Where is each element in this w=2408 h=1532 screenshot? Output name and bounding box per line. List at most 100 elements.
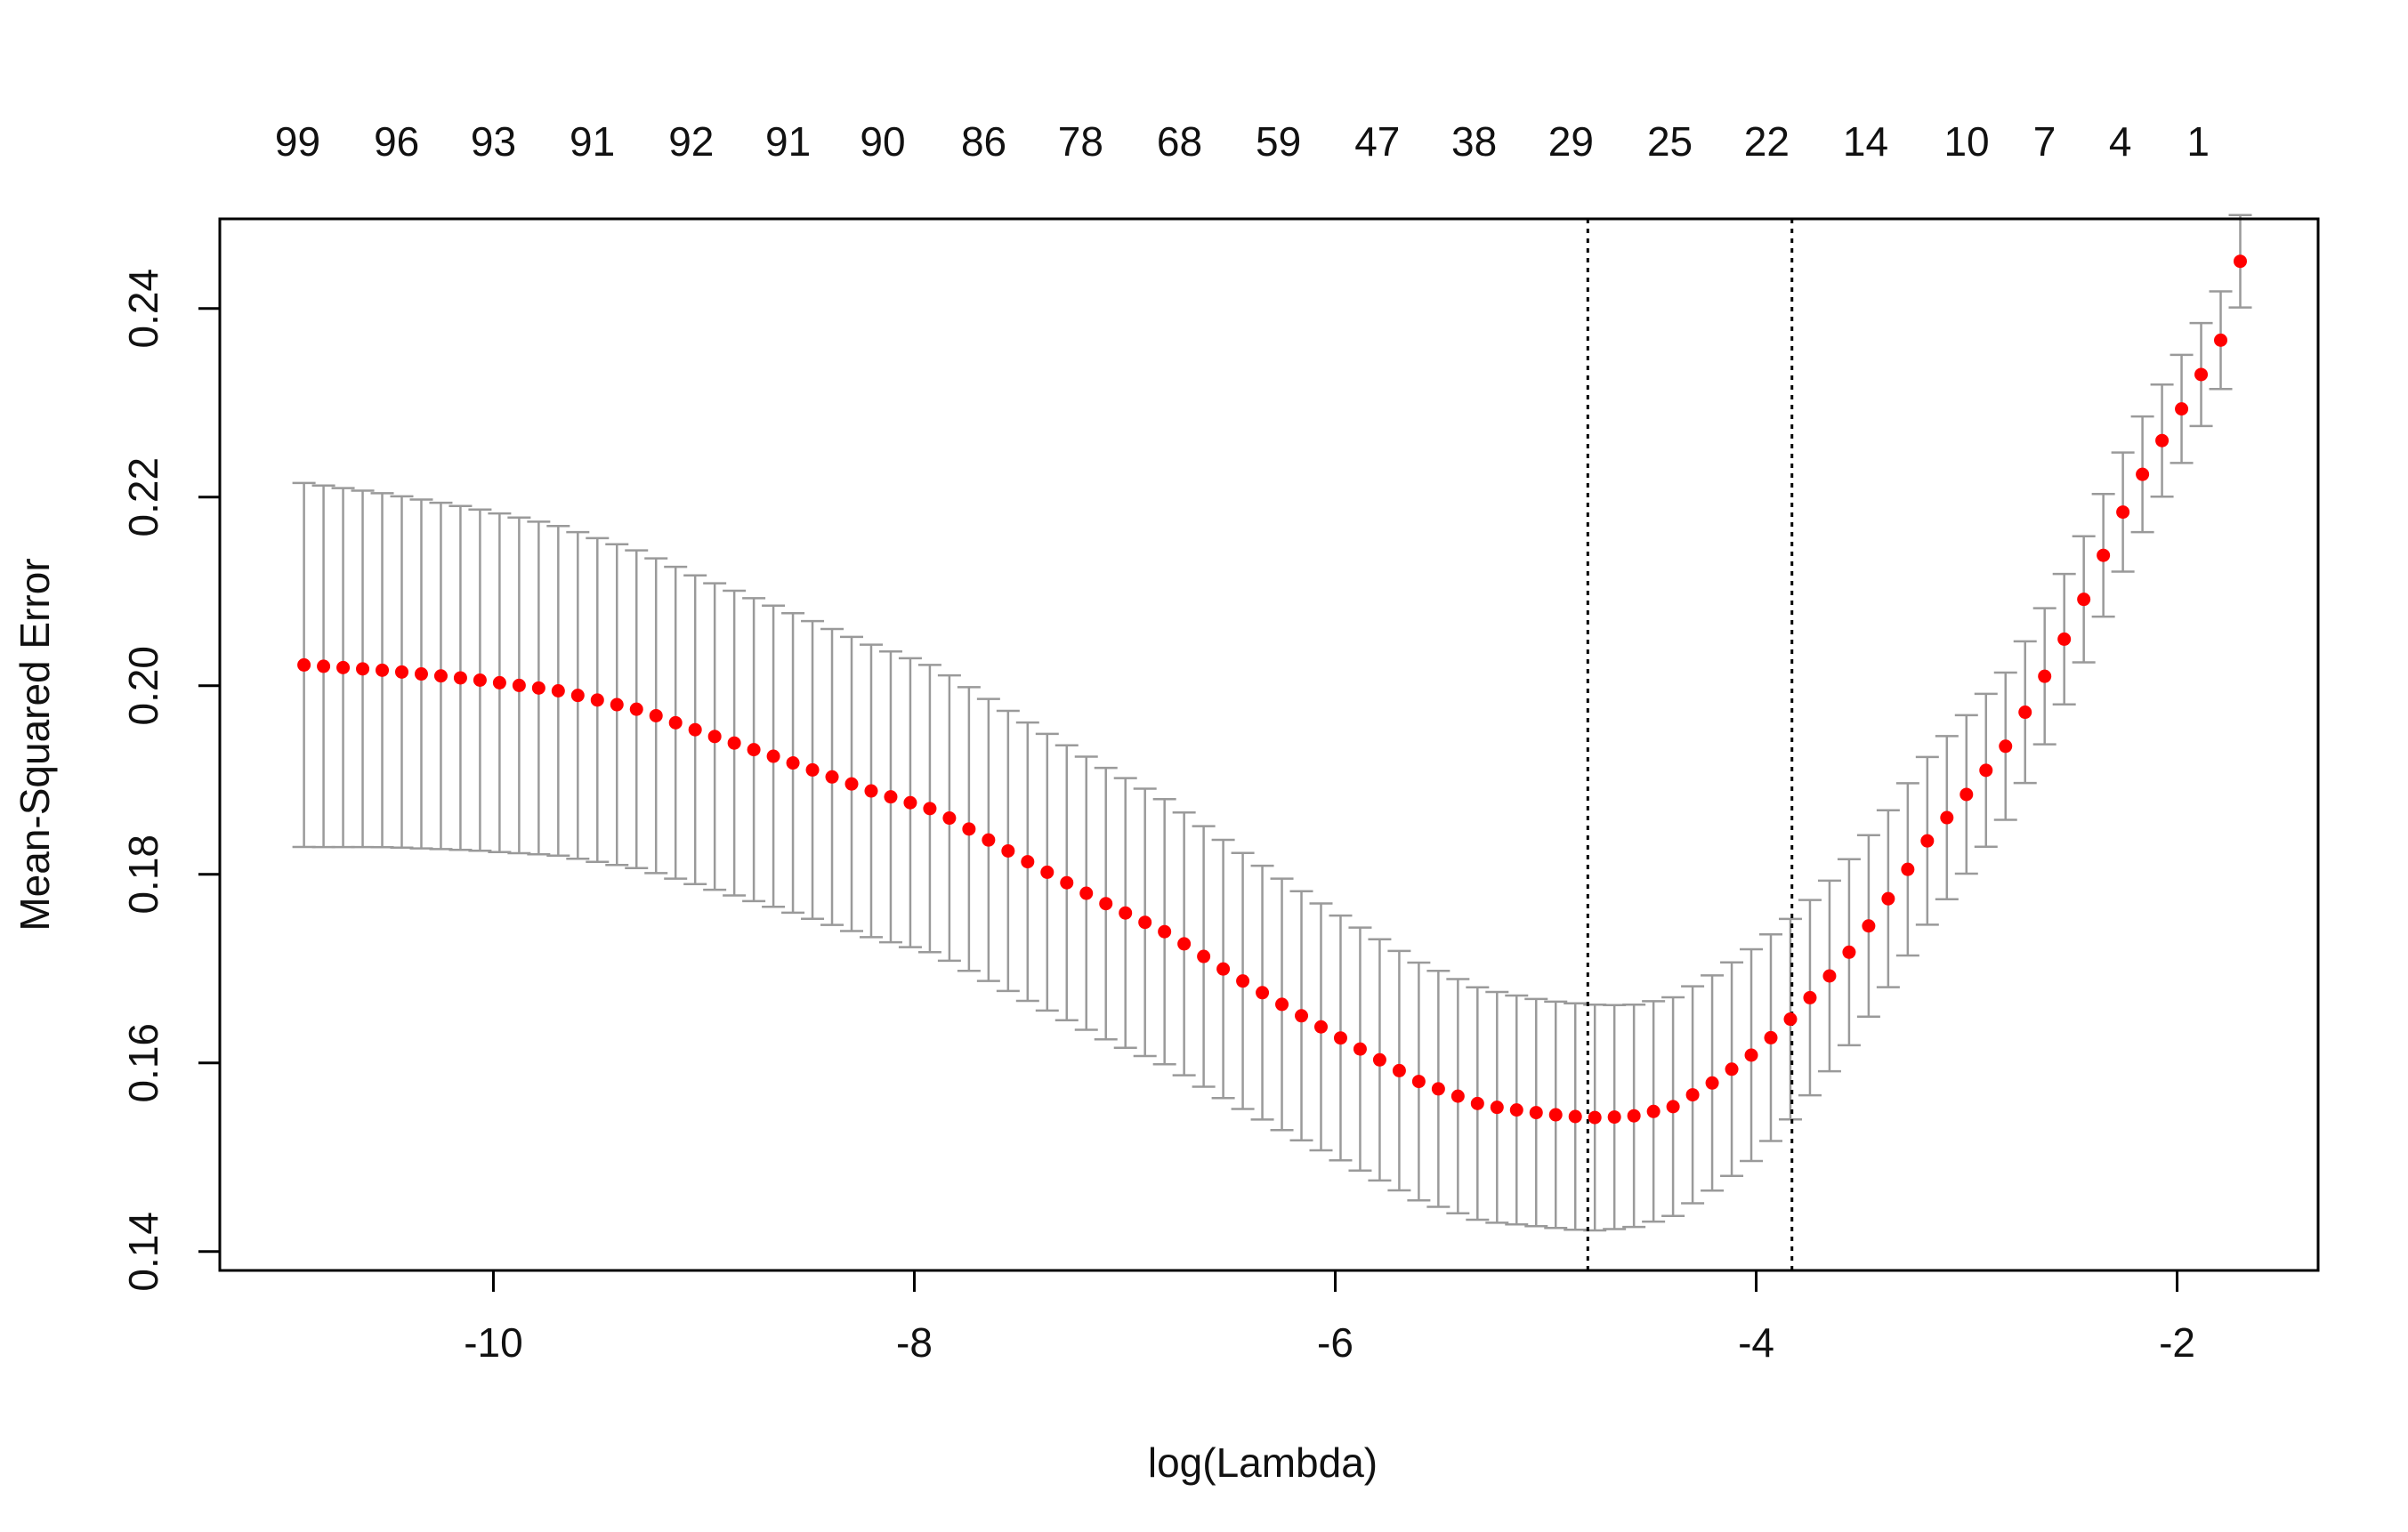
mse-point [1275,997,1289,1012]
mse-point [376,663,390,677]
mse-point [2233,254,2247,269]
y-axis: 0.14 0.16 0.18 0.20 0.22 0.24 [120,269,222,1292]
mse-point [649,708,663,722]
mse-point [1256,986,1270,1000]
top-axis-label: 68 [1157,118,1202,165]
mse-point [1392,1063,1406,1077]
mse-point [942,811,957,826]
mse-point [1842,945,1856,959]
top-axis-label: 78 [1058,118,1103,165]
mse-point [1764,1030,1778,1044]
top-axis-label: 91 [765,118,811,165]
mse-point [825,770,839,784]
mse-point [1001,843,1015,858]
mse-point [1960,787,1974,802]
top-axis-label: 10 [1943,118,1989,165]
top-axis-label: 59 [1256,118,1301,165]
top-axis-label: 93 [471,118,516,165]
mse-point [356,662,370,676]
mse-point [2214,333,2228,347]
mse-point [2097,548,2111,562]
mse-point [1862,919,1876,933]
mse-point [1803,990,1817,1004]
top-axis-label: 91 [570,118,615,165]
x-axis: -10 -8 -6 -4 -2 [464,1269,2195,1366]
mse-point [473,673,487,687]
top-axis-label: 99 [275,118,320,165]
mse-point [1411,1075,1426,1089]
mse-point [1313,1020,1328,1034]
mse-point [982,833,996,847]
mse-point [1568,1109,1582,1124]
y-tick-label: 0.18 [120,835,166,915]
mse-point [1333,1031,1347,1045]
mse-point [1099,897,1113,911]
mse-point [512,678,526,692]
mse-point [1822,969,1837,983]
mse-point [884,790,898,804]
mse-point [2057,632,2072,646]
mse-point [1470,1096,1484,1110]
mse-point [317,659,331,673]
mse-point [1177,937,1192,951]
top-axis-nonzero-counts: 99 96 93 91 92 91 90 86 78 68 59 47 38 29 25 22 14 10 7 4 1 [275,118,2210,165]
y-tick-label: 0.22 [120,457,166,537]
mse-point [1940,810,1954,825]
mse-point [297,657,311,672]
mse-point [1744,1048,1758,1062]
x-axis-label: log(Lambda) [1148,1439,1378,1486]
mse-point [610,697,624,712]
mse-point [1783,1012,1798,1027]
mse-point [1529,1106,1543,1120]
mse-point [1450,1089,1465,1103]
mse-point [1627,1109,1641,1123]
mse-point [1431,1082,1445,1096]
mse-point [2194,367,2209,382]
top-axis-label: 4 [2109,118,2132,165]
mse-point [1666,1100,1680,1114]
x-tick-label: -10 [464,1319,522,1366]
mse-point [1881,891,1895,906]
mse-point [1725,1062,1739,1076]
mse-point [1548,1108,1563,1122]
top-axis-label: 38 [1451,118,1497,165]
mse-point [1999,739,2013,754]
mse-point [1705,1076,1719,1090]
mse-point [1119,906,1133,920]
mse-point [1646,1104,1661,1118]
top-axis-label: 22 [1744,118,1790,165]
x-tick-label: -2 [2159,1319,2195,1366]
mse-point [2038,669,2052,683]
mse-point [2155,433,2170,448]
mse-point [2136,467,2150,481]
mse-point [1920,834,1935,848]
mse-point [492,675,506,689]
mse-point [903,795,917,810]
mse-point [394,665,408,679]
mse-point [1685,1088,1700,1102]
x-tick-label: -8 [896,1319,933,1366]
top-axis-label: 25 [1647,118,1693,165]
x-tick-label: -6 [1317,1319,1353,1366]
mse-point [962,822,976,836]
y-tick-label: 0.24 [120,269,166,349]
top-axis-label: 96 [374,118,419,165]
y-tick-label: 0.20 [120,646,166,726]
mse-point [923,802,937,816]
mse-point [1979,763,1993,778]
top-axis-label: 29 [1548,118,1594,165]
mse-point [1372,1052,1386,1067]
mse-point [570,689,585,703]
mse-point [747,743,761,757]
mse-point [1588,1110,1602,1125]
mse-point [688,722,702,737]
top-axis-label: 7 [2033,118,2056,165]
top-axis-label: 47 [1354,118,1400,165]
mse-point [1079,886,1094,900]
mse-point [551,683,565,697]
mse-point [531,681,545,695]
mse-point [453,671,467,685]
mse-point [590,693,604,707]
y-tick-label: 0.16 [120,1023,166,1103]
